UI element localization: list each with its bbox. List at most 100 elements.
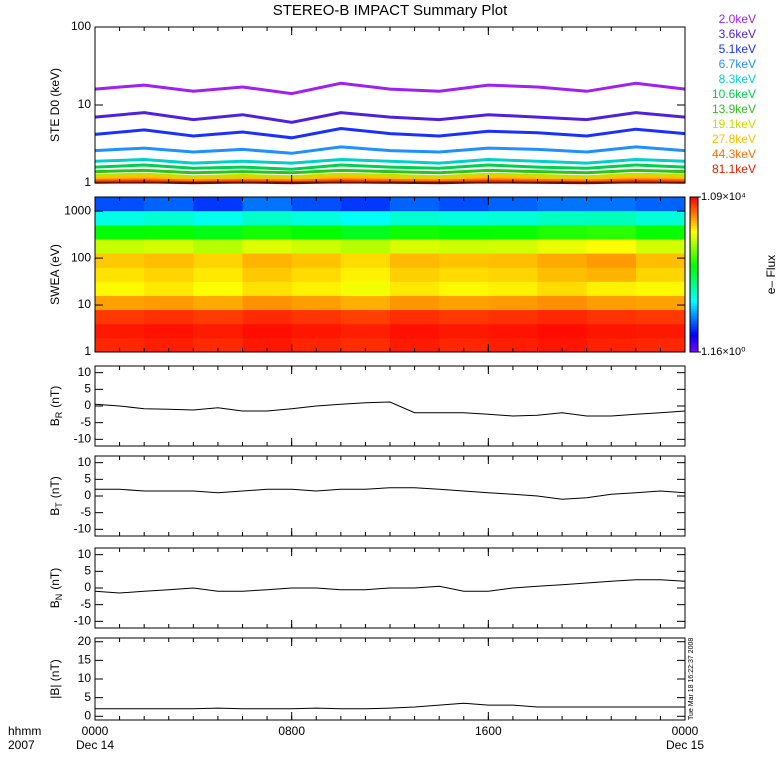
- heatmap-cell: [144, 197, 194, 212]
- heatmap-cell: [439, 238, 489, 254]
- heatmap-cell: [291, 309, 342, 325]
- heatmap-cell: [193, 295, 243, 311]
- heatmap-cell: [390, 337, 440, 353]
- y-axis-label-text: B: [48, 418, 62, 426]
- heatmap-cell: [144, 309, 194, 325]
- heatmap-cell: [193, 337, 243, 353]
- colorbar-strip: [690, 349, 698, 353]
- y-axis-label-unit: (nT): [48, 568, 62, 590]
- heatmap-cell: [291, 295, 342, 311]
- heatmap-cell: [193, 253, 243, 268]
- legend-entry: 81.1keV: [712, 162, 756, 176]
- y-tick-label: -10: [74, 522, 92, 536]
- heatmap-cell: [635, 295, 686, 311]
- y-axis-label: BN (nT): [48, 568, 64, 609]
- heatmap-cell: [537, 309, 588, 325]
- heatmap-cell: [439, 210, 489, 226]
- colorbar-tick-label: 1.16×10⁰: [701, 346, 746, 358]
- heatmap-cell: [439, 281, 489, 296]
- heatmap-cell: [390, 253, 440, 268]
- heatmap-cell: [144, 210, 194, 226]
- heatmap-cell: [242, 210, 293, 226]
- y-axis-label-text: STE D0 (keV): [48, 68, 62, 142]
- colorbar-frame: [689, 196, 699, 353]
- heatmap-cell: [635, 253, 686, 268]
- colorbar-strip: [690, 308, 698, 312]
- heatmap-cell: [144, 295, 194, 311]
- heatmap-cell: [340, 281, 391, 296]
- y-tick-label: 5: [84, 564, 91, 578]
- colorbar-strip: [690, 212, 698, 216]
- heatmap-cell: [95, 281, 145, 296]
- colorbar-strip: [690, 300, 698, 304]
- heatmap-cell: [340, 224, 391, 240]
- heatmap-cell: [291, 337, 342, 353]
- data-line: [94, 172, 686, 179]
- colorbar-strip: [690, 292, 698, 296]
- colorbar-strip: [690, 282, 698, 286]
- heatmap-cell: [390, 210, 440, 226]
- heatmap-cell: [488, 337, 538, 353]
- y-axis-label-text: B: [48, 600, 62, 608]
- colorbar-strip: [690, 209, 698, 213]
- heatmap-cell: [242, 267, 293, 282]
- legend-entry: 6.7keV: [719, 57, 756, 71]
- y-tick-label: 20: [78, 634, 92, 648]
- x-row-label: 2007: [8, 738, 35, 752]
- heatmap-cell: [291, 224, 342, 240]
- heatmap-cell: [340, 267, 391, 282]
- colorbar-strip: [690, 302, 698, 306]
- colorbar-strip: [690, 228, 698, 232]
- heatmap-cell: [635, 337, 686, 353]
- heatmap-cell: [242, 337, 293, 353]
- heatmap-cell: [586, 309, 637, 325]
- y-tick-label: 10: [78, 97, 92, 111]
- y-tick-label: -5: [80, 597, 91, 611]
- heatmap-cell: [390, 323, 440, 339]
- heatmap-cell: [193, 224, 243, 240]
- legend-entry: 13.9keV: [712, 102, 756, 116]
- legend-entry: 19.1keV: [712, 117, 756, 131]
- heatmap-cell: [242, 281, 293, 296]
- heatmap-cell: [95, 210, 145, 226]
- y-axis-label: BR (nT): [48, 386, 64, 427]
- colorbar-strip: [690, 341, 698, 345]
- heatmap-cell: [586, 253, 637, 268]
- colorbar-strip: [690, 225, 698, 229]
- heatmap-cell: [586, 323, 637, 339]
- heatmap-cell: [586, 281, 637, 296]
- heatmap-cell: [390, 197, 440, 212]
- heatmap-cell: [340, 323, 391, 339]
- data-line: [95, 487, 686, 500]
- heatmap-cell: [537, 197, 588, 212]
- y-tick-label: 5: [84, 690, 91, 704]
- heatmap-cell: [95, 267, 145, 282]
- x-tick-label: 0800: [278, 724, 305, 738]
- heatmap-cell: [439, 197, 489, 212]
- heatmap-cell: [390, 295, 440, 311]
- heatmap-cell: [340, 337, 391, 353]
- heatmap-cell: [488, 253, 538, 268]
- heatmap-cell: [144, 267, 194, 282]
- colorbar-strip: [690, 271, 698, 275]
- heatmap-cell: [193, 267, 243, 282]
- heatmap-cell: [488, 281, 538, 296]
- heatmap-cell: [635, 238, 686, 254]
- y-tick-label: 15: [78, 653, 92, 667]
- y-tick-label: 0: [84, 488, 91, 502]
- heatmap-cell: [586, 224, 637, 240]
- y-axis-label-sub: N: [54, 594, 64, 601]
- heatmap-cell: [635, 224, 686, 240]
- colorbar-strip: [690, 256, 698, 260]
- heatmap-cell: [488, 295, 538, 311]
- timestamp: Tue Mar 18 16:22:37 2008: [688, 638, 695, 720]
- colorbar-strip: [690, 261, 698, 265]
- heatmap-cell: [537, 224, 588, 240]
- heatmap-cell: [242, 224, 293, 240]
- heatmap-cell: [635, 309, 686, 325]
- heatmap-cell: [537, 238, 588, 254]
- heatmap-cell: [439, 337, 489, 353]
- data-line: [94, 579, 686, 594]
- heatmap-cell: [242, 295, 293, 311]
- colorbar-strip: [690, 230, 698, 234]
